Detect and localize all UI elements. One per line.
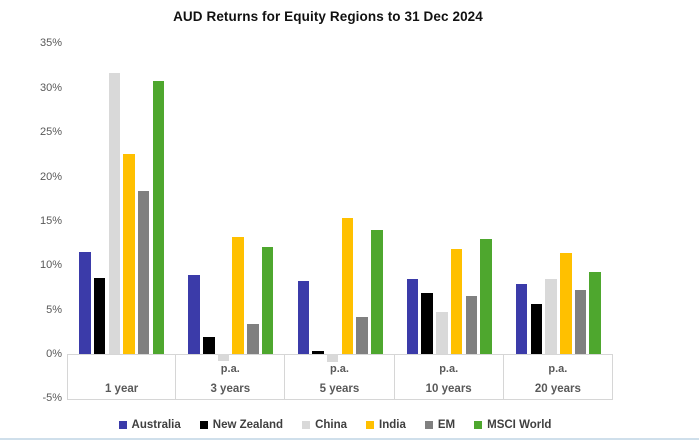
category-cell-5-years: p.a. 5 years: [284, 354, 395, 400]
legend-label: New Zealand: [212, 419, 284, 431]
legend-label: India: [379, 419, 406, 431]
category-sublabel: p.a.: [330, 363, 349, 375]
bar-china: [545, 278, 557, 354]
bar-msci-world: [371, 229, 383, 354]
legend-item-china: China: [302, 418, 347, 432]
bar-china: [108, 72, 120, 354]
bar-india: [232, 236, 244, 354]
bar-australia: [297, 281, 309, 354]
category-sublabel: p.a.: [220, 363, 240, 375]
bar-australia: [406, 279, 419, 354]
legend-label: EM: [437, 419, 456, 431]
category-cell-20-years: p.a. 20 years: [502, 354, 613, 400]
chart-title: AUD Returns for Equity Regions to 31 Dec…: [173, 9, 483, 24]
legend-item-australia: Australia: [118, 418, 181, 432]
bar-msci-world: [589, 272, 601, 354]
y-axis-tick-label: 20%: [39, 170, 62, 183]
legend-swatch-icon: [118, 421, 127, 429]
bottom-edge-line: [0, 438, 699, 440]
legend-swatch-icon: [302, 421, 311, 429]
y-axis-tick-label: 15%: [39, 214, 62, 227]
bar-new-zealand: [312, 351, 324, 354]
category-cell-10-years: p.a. 10 years: [393, 354, 504, 400]
legend-item-msci-world: MSCI World: [474, 418, 551, 432]
bar-china: [326, 354, 339, 362]
bar-msci-world: [152, 80, 165, 354]
bar-em: [247, 323, 259, 354]
category-label: 1 year: [104, 383, 139, 395]
bar-australia: [188, 275, 200, 354]
legend: Australia New Zealand China India EM MSCI Wor…: [55, 417, 615, 433]
category-label: 10 years: [425, 383, 472, 395]
y-axis-tick-label: 0%: [46, 348, 62, 360]
category-label: 3 years: [210, 383, 251, 395]
bar-india: [450, 249, 463, 354]
category-label: 5 years: [319, 383, 360, 395]
legend-swatch-icon: [366, 421, 375, 429]
bar-china: [436, 312, 448, 354]
plot-area: [79, 72, 601, 362]
bar-em: [356, 316, 368, 354]
y-axis-tick-label: -5%: [42, 392, 62, 405]
y-axis: 35% 30% 25% 20% 15% 10% 5% 0% -5%: [0, 0, 62, 410]
legend-label: China: [315, 419, 348, 431]
legend-swatch-icon: [424, 421, 433, 429]
y-axis-tick-label: 5%: [46, 303, 62, 316]
legend-label: Australia: [131, 419, 181, 431]
bar-msci-world: [261, 246, 274, 354]
legend-swatch-icon: [199, 421, 208, 429]
y-axis-tick-label: 30%: [39, 81, 62, 94]
y-axis-tick-label: 10%: [39, 259, 62, 272]
bar-new-zealand: [203, 337, 215, 354]
y-axis-tick-label: 25%: [39, 126, 62, 139]
bar-new-zealand: [421, 292, 433, 354]
legend-item-new-zealand: New Zealand: [199, 418, 284, 432]
category-cell-3-years: p.a. 3 years: [175, 354, 286, 400]
category-sublabel: p.a.: [439, 363, 459, 375]
legend-item-em: EM: [424, 418, 456, 432]
legend-swatch-icon: [474, 421, 483, 429]
legend-item-india: India: [366, 418, 406, 432]
bar-em: [137, 190, 150, 354]
bar-australia: [515, 283, 528, 354]
x-axis-category-strip: 1 year p.a. 3 years p.a. 5 years p.a. 10 years…: [67, 354, 613, 400]
bar-em: [574, 290, 587, 354]
legend-label: MSCI World: [487, 419, 552, 431]
bar-china: [217, 354, 230, 362]
bar-india: [560, 252, 572, 354]
bar-new-zealand: [530, 304, 543, 354]
bar-new-zealand: [93, 277, 106, 354]
bar-india: [123, 154, 135, 354]
bar-india: [341, 218, 354, 354]
y-axis-tick-label: 35%: [39, 37, 62, 50]
category-label: 20 years: [534, 383, 581, 395]
category-cell-1-year: 1 year: [67, 354, 177, 400]
bar-msci-world: [480, 238, 492, 354]
bar-australia: [79, 251, 91, 354]
category-sublabel: p.a.: [548, 363, 568, 375]
bar-em: [465, 296, 477, 354]
